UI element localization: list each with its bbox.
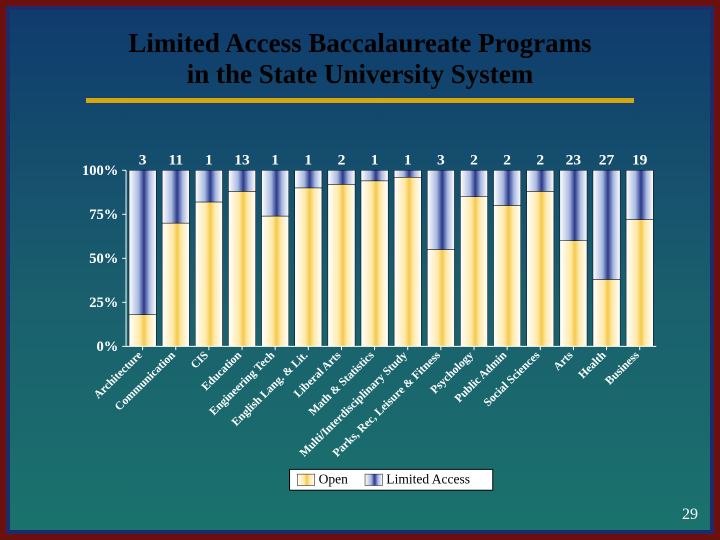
svg-text:23: 23 [566,152,582,169]
svg-text:2: 2 [536,152,544,169]
svg-text:2: 2 [470,152,478,169]
svg-text:3: 3 [437,152,445,169]
slide-title-line-1: Limited Access Baccalaureate Programs [50,28,670,59]
svg-text:Health: Health [576,349,609,381]
svg-text:1: 1 [304,152,312,169]
svg-text:Business: Business [603,349,642,387]
svg-text:Communication: Communication [113,349,179,413]
svg-text:1: 1 [205,152,213,169]
svg-text:1: 1 [271,152,279,169]
svg-text:27: 27 [599,152,615,169]
svg-text:CIS: CIS [189,350,211,372]
stacked-bar-chart: 0%25%50%75%100%3Architecture11Communicat… [68,140,664,494]
slide-mid-border: Limited Access Baccalaureate Programs in… [6,6,714,534]
svg-text:1: 1 [371,152,379,169]
svg-text:100%: 100% [82,163,118,179]
svg-text:2: 2 [338,152,346,169]
slide-title-block: Limited Access Baccalaureate Programs in… [10,10,710,109]
chart-container: 0%25%50%75%100%3Architecture11Communicat… [68,140,664,494]
svg-text:3: 3 [139,152,147,169]
slide-title-line-2: in the State University System [50,59,670,90]
svg-text:1: 1 [404,152,412,169]
svg-text:11: 11 [168,152,183,169]
svg-text:Limited Access: Limited Access [386,472,470,487]
svg-text:25%: 25% [89,295,118,311]
svg-text:0%: 0% [97,339,119,355]
svg-text:Open: Open [319,472,349,487]
title-underline [86,98,634,103]
svg-text:19: 19 [632,152,648,169]
svg-text:2: 2 [503,152,511,169]
slide-number: 29 [682,506,698,524]
svg-text:13: 13 [234,152,250,169]
svg-text:50%: 50% [89,251,118,267]
svg-text:75%: 75% [89,207,118,223]
slide-body: Limited Access Baccalaureate Programs in… [10,10,710,530]
slide-outer-border: Limited Access Baccalaureate Programs in… [0,0,720,540]
svg-text:Arts: Arts [552,349,576,373]
